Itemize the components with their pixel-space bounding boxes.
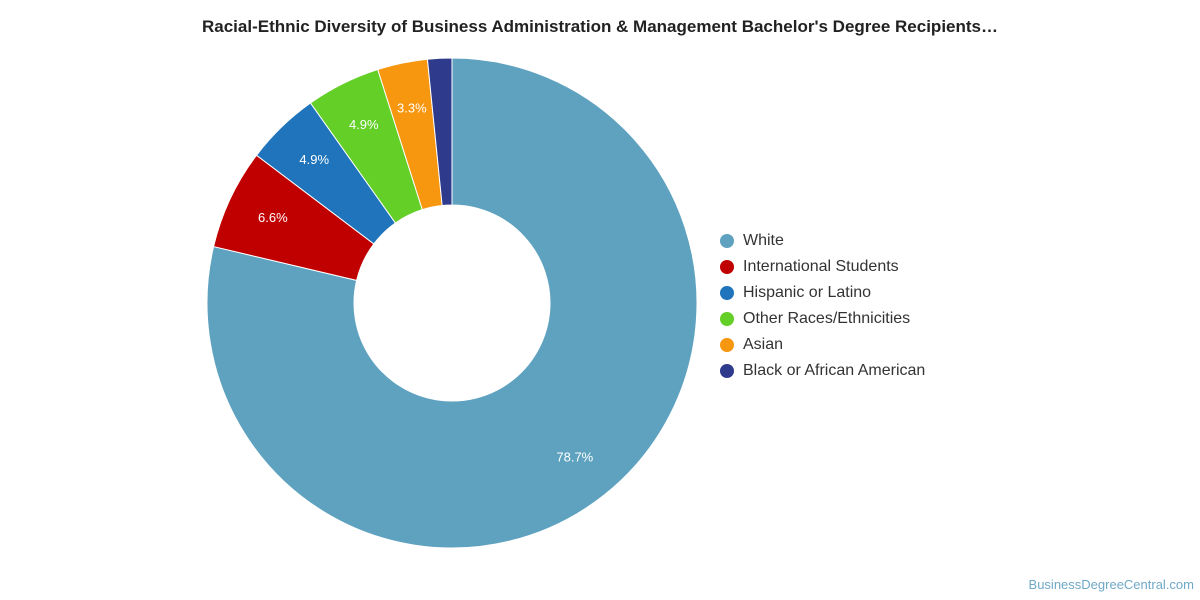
- chart-title: Racial-Ethnic Diversity of Business Admi…: [201, 17, 998, 36]
- legend-label: Asian: [743, 336, 784, 353]
- legend-swatch-icon: [720, 260, 734, 274]
- legend-swatch-icon: [720, 286, 734, 300]
- slice-label-international-students: 6.6%: [258, 210, 288, 225]
- slice-label-asian: 3.3%: [397, 101, 427, 116]
- legend-swatch-icon: [720, 338, 734, 352]
- slice-label-other-races-ethnicities: 4.9%: [349, 117, 379, 132]
- source-credit: BusinessDegreeCentral.com: [1028, 577, 1194, 592]
- legend-item-black-or-african-american[interactable]: Black or African American: [720, 358, 925, 384]
- legend-label: International Students: [743, 258, 899, 275]
- legend: White International Students Hispanic or L…: [720, 228, 925, 384]
- legend-item-white[interactable]: White: [720, 228, 925, 254]
- legend-item-asian[interactable]: Asian: [720, 332, 925, 358]
- slice-label-white: 78.7%: [556, 450, 593, 465]
- donut-labels: 78.7% 6.6% 4.9% 4.9% 3.3%: [258, 101, 594, 465]
- legend-item-international-students[interactable]: International Students: [720, 254, 925, 280]
- legend-item-hispanic-or-latino[interactable]: Hispanic or Latino: [720, 280, 925, 306]
- legend-label: White: [743, 232, 784, 249]
- legend-swatch-icon: [720, 364, 734, 378]
- legend-swatch-icon: [720, 234, 734, 248]
- legend-label: Black or African American: [743, 362, 926, 379]
- legend-item-other-races-ethnicities[interactable]: Other Races/Ethnicities: [720, 306, 925, 332]
- legend-label: Hispanic or Latino: [743, 284, 872, 301]
- legend-swatch-icon: [720, 312, 734, 326]
- donut-slices: [206, 57, 698, 549]
- slice-black-or-african-american: [426, 57, 453, 207]
- slice-white: [206, 57, 698, 549]
- slice-label-hispanic-or-latino: 4.9%: [299, 152, 329, 167]
- legend-label: Other Races/Ethnicities: [743, 310, 911, 327]
